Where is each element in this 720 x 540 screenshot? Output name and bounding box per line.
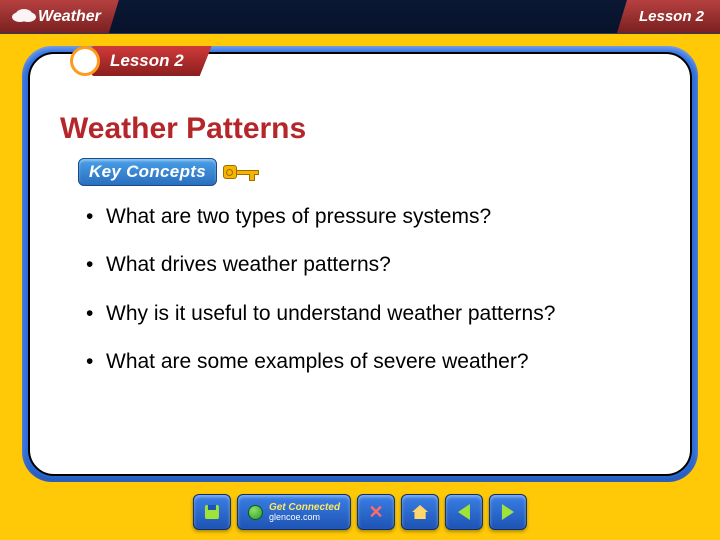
topbar-lesson-tab: Lesson 2 — [617, 0, 720, 33]
save-icon — [205, 505, 219, 519]
topbar-lesson-label: Lesson 2 — [639, 8, 704, 25]
lesson-tab-label: Lesson 2 — [92, 46, 212, 76]
list-item: What drives weather patterns? — [106, 252, 660, 278]
home-button[interactable] — [401, 494, 439, 530]
key-icon — [223, 165, 259, 179]
content-card: Lesson 2 Weather Patterns Key Concepts W… — [28, 52, 692, 476]
weather-cloud-icon — [12, 12, 28, 22]
next-button[interactable] — [489, 494, 527, 530]
slide: Weather Lesson 2 Lesson 2 Weather Patter… — [0, 0, 720, 540]
subject-title: Weather — [38, 8, 101, 26]
prev-button[interactable] — [445, 494, 483, 530]
list-item: Why is it useful to understand weather p… — [106, 301, 660, 327]
list-item: What are two types of pressure systems? — [106, 204, 660, 230]
save-button[interactable] — [193, 494, 231, 530]
lesson-tab-ring-icon — [70, 46, 100, 76]
lesson-tab: Lesson 2 — [70, 44, 212, 78]
close-button[interactable]: ✕ — [357, 494, 395, 530]
list-item: What are some examples of severe weather… — [106, 349, 660, 375]
get-connected-url: glencoe.com — [269, 513, 340, 522]
page-title: Weather Patterns — [60, 112, 660, 146]
bullet-list: What are two types of pressure systems? … — [60, 204, 660, 375]
get-connected-button[interactable]: Get Connected glencoe.com — [237, 494, 351, 530]
top-bar: Weather Lesson 2 — [0, 0, 720, 34]
chevron-right-icon — [502, 504, 514, 520]
chevron-left-icon — [458, 504, 470, 520]
close-icon: ✕ — [369, 502, 384, 523]
get-connected-label: Get Connected — [269, 503, 340, 513]
key-concepts-label: Key Concepts — [78, 158, 217, 186]
key-concepts-badge: Key Concepts — [78, 158, 660, 186]
nav-dock: Get Connected glencoe.com ✕ — [193, 494, 527, 530]
home-icon — [412, 505, 428, 519]
globe-icon — [248, 505, 263, 520]
content-frame: Lesson 2 Weather Patterns Key Concepts W… — [22, 46, 698, 482]
topbar-subject-tab: Weather — [0, 0, 119, 33]
